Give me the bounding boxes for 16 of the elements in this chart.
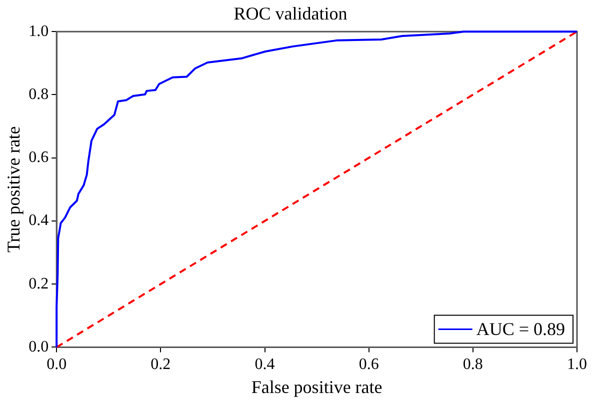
x-tick-label: 0.8 bbox=[462, 356, 483, 374]
y-axis-title: True positive rate bbox=[4, 126, 24, 253]
y-tick-label: 0.6 bbox=[28, 149, 49, 166]
chart-title: ROC validation bbox=[234, 4, 348, 24]
y-tick-label: 0.2 bbox=[28, 275, 49, 292]
x-tick-label: 0.4 bbox=[254, 356, 275, 374]
x-tick-label: 0.0 bbox=[46, 356, 67, 374]
y-tick-label: 1.0 bbox=[28, 22, 49, 40]
x-tick-label: 0.2 bbox=[150, 356, 171, 374]
x-tick-label: 1.0 bbox=[567, 356, 587, 374]
y-tick-label: 0.0 bbox=[28, 338, 49, 356]
y-tick-label: 0.4 bbox=[28, 212, 49, 230]
legend-label: AUC = 0.89 bbox=[476, 318, 565, 339]
x-tick-label: 0.6 bbox=[358, 356, 379, 374]
x-axis-title: False positive rate bbox=[251, 376, 382, 397]
y-tick-label: 0.8 bbox=[28, 86, 49, 103]
